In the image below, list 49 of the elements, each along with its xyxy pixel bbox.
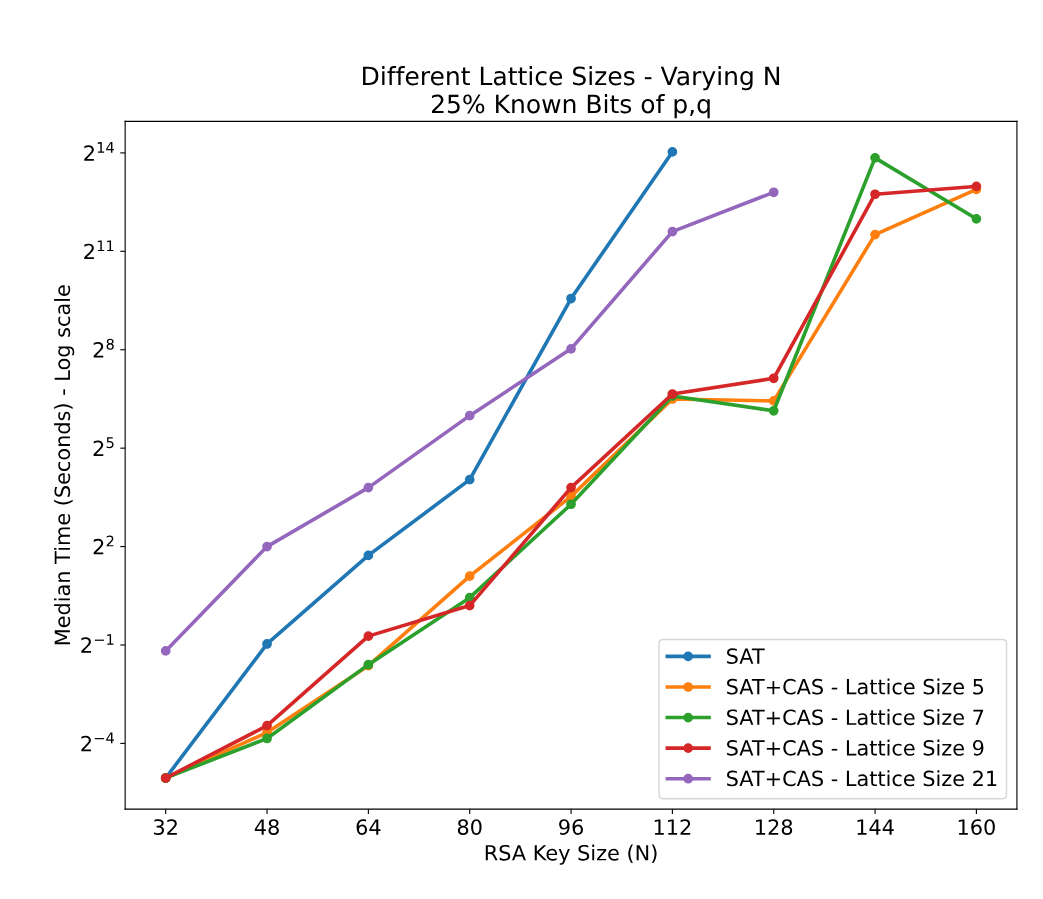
- y-tick-label: 2$^{2}$: [93, 535, 114, 555]
- y-tick-label: 2$^{8}$: [93, 338, 114, 358]
- point: [160, 646, 171, 656]
- point: [971, 213, 982, 224]
- chart-title: Different Lattice Sizes - Varying N 25% Known Bits of p,q: [363, 66, 780, 119]
- legend-label: SAT+CAS - Lattice Size 9: [727, 739, 984, 756]
- point: [768, 187, 779, 198]
- point: [363, 482, 374, 493]
- point: [768, 405, 779, 416]
- point: [667, 226, 678, 237]
- point: [363, 631, 374, 641]
- x-tick-label: 160: [958, 819, 995, 835]
- point: [262, 541, 272, 552]
- x-tick-label: 112: [654, 819, 691, 835]
- x-tick-label: 144: [857, 819, 894, 835]
- point: [262, 733, 272, 744]
- y-tick-label: 2$^{−4}$: [81, 732, 114, 752]
- point: [566, 293, 576, 304]
- legend-label: SAT+CAS - Lattice Size 7: [727, 709, 984, 726]
- point: [870, 152, 880, 163]
- point: [667, 147, 678, 157]
- point: [566, 482, 576, 493]
- point: [566, 343, 576, 354]
- y-axis-title: Median Time (Seconds) - Log scale: [54, 285, 75, 645]
- point: [464, 410, 475, 421]
- legend-label: SAT+CAS - Lattice Size 5: [727, 678, 984, 695]
- legend-label: SAT: [727, 648, 765, 664]
- point: [262, 639, 272, 649]
- y-tick-label: 2$^{−1}$: [81, 634, 114, 653]
- point: [870, 189, 880, 200]
- y-tick-label: 2$^{14}$: [84, 142, 114, 161]
- point: [768, 373, 779, 384]
- point: [363, 550, 374, 561]
- point: [870, 229, 880, 240]
- legend-label: SAT+CAS - Lattice Size 21: [727, 770, 997, 787]
- x-tick-label: 32: [154, 819, 177, 835]
- x-tick-label: 48: [254, 819, 279, 835]
- x-axis-title: RSA Key Size (N): [485, 844, 657, 865]
- y-tick-label: 2$^{11}$: [84, 240, 114, 260]
- x-tick-label: 128: [756, 819, 793, 835]
- x-tick-label: 96: [559, 819, 583, 835]
- point: [464, 600, 475, 611]
- point: [464, 571, 475, 582]
- point: [566, 499, 576, 510]
- point: [262, 720, 272, 731]
- x-tick-label: 64: [356, 819, 381, 835]
- x-tick-label: 80: [457, 819, 482, 835]
- y-tick-label: 2$^{5}$: [93, 437, 114, 456]
- point: [464, 474, 475, 485]
